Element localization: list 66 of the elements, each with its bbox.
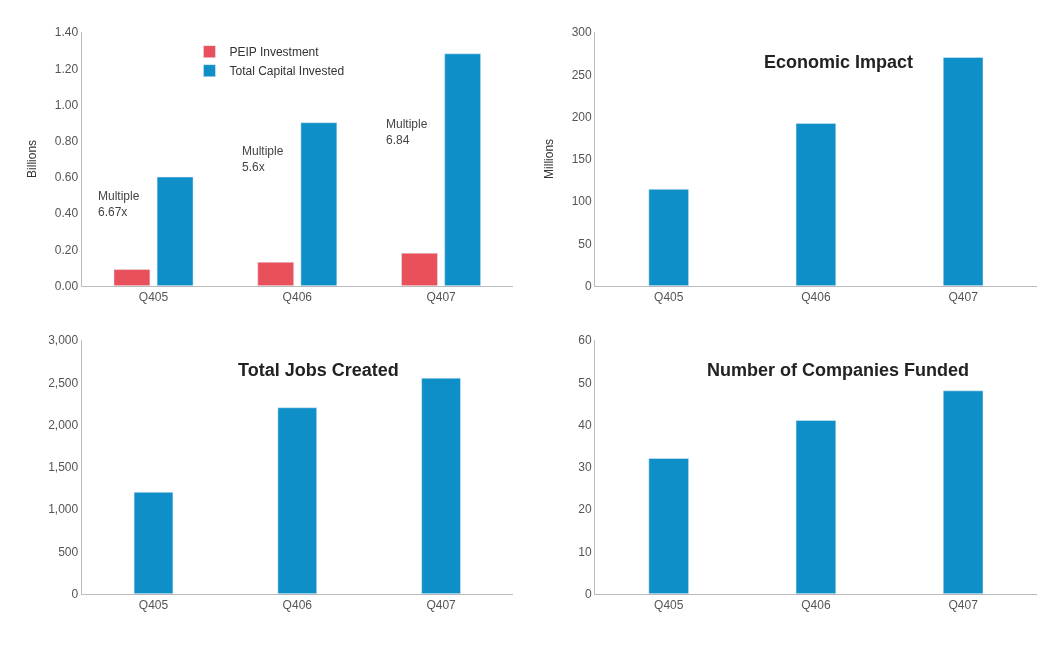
bar xyxy=(795,123,837,286)
x-tick-label: Q407 xyxy=(948,290,979,305)
x-tick-label: Q406 xyxy=(282,598,313,613)
x-tick-label: Q407 xyxy=(948,598,979,613)
x-tick-label: Q405 xyxy=(138,598,169,613)
y-tick-label: 60 xyxy=(578,333,593,348)
y-tick-label: 50 xyxy=(578,236,593,251)
y-tick-label: 300 xyxy=(571,25,593,40)
bar xyxy=(648,458,689,594)
y-tick-label: 150 xyxy=(571,152,593,167)
legend-label: PEIP Investment xyxy=(229,45,320,60)
bar xyxy=(257,261,294,286)
x-tick-label: Q407 xyxy=(426,598,457,613)
bar xyxy=(156,176,194,286)
annotation: Multiple 5.6x xyxy=(242,144,284,174)
x-tick-label: Q406 xyxy=(801,290,831,305)
y-tick-label: 1,500 xyxy=(48,460,79,475)
annotation: Multiple 6.84 xyxy=(386,117,428,147)
legend-label: Total Capital Invested xyxy=(229,64,345,79)
bar xyxy=(113,269,151,286)
x-tick-label: Q405 xyxy=(138,290,169,305)
y-tick-label: 3,000 xyxy=(48,333,79,348)
bar xyxy=(943,57,984,286)
y-tick-label: 0.80 xyxy=(54,134,79,148)
y-tick-label: 50 xyxy=(578,375,593,390)
y-tick-label: 1.40 xyxy=(54,25,79,40)
bar xyxy=(943,390,984,594)
bar xyxy=(648,189,689,286)
y-tick-label: 250 xyxy=(571,67,593,82)
bar xyxy=(444,53,481,286)
bar xyxy=(421,377,461,594)
y-tick-label: 500 xyxy=(58,544,79,559)
x-tick-label: Q407 xyxy=(426,290,457,305)
text: Number of Companies Funded xyxy=(707,360,970,380)
y-tick-label: 1.20 xyxy=(54,61,79,76)
bar xyxy=(795,420,837,594)
x-tick-label: Q405 xyxy=(654,290,684,305)
y-tick-label: 10 xyxy=(578,544,593,559)
y-tick-label: 40 xyxy=(578,417,593,432)
x-tick-label: Q406 xyxy=(801,598,831,613)
y-tick-label: 0.40 xyxy=(54,206,79,221)
x-tick-label: Q406 xyxy=(282,290,313,305)
bar xyxy=(277,407,317,594)
y-axis-title: Billions xyxy=(25,139,40,178)
y-axis-title: Millions xyxy=(541,138,556,179)
y-tick-label: 0.00 xyxy=(54,278,79,293)
bar xyxy=(401,252,438,286)
text: Economic Impact xyxy=(764,52,914,72)
y-tick-label: 2,500 xyxy=(48,375,79,390)
text: Total Jobs Created xyxy=(238,360,399,380)
annotation: Multiple 6.67x xyxy=(98,189,140,219)
y-tick-label: 1,000 xyxy=(48,502,79,517)
y-tick-label: 100 xyxy=(571,194,593,209)
y-tick-label: 0.20 xyxy=(54,242,79,257)
y-tick-label: 1.00 xyxy=(54,97,79,112)
y-tick-label: 0.60 xyxy=(54,170,79,185)
x-tick-label: Q405 xyxy=(654,598,684,613)
y-tick-label: 30 xyxy=(578,460,593,475)
y-tick-label: 2,000 xyxy=(48,417,79,432)
y-tick-label: 200 xyxy=(571,109,593,124)
y-tick-label: 0 xyxy=(585,587,593,601)
bar xyxy=(300,122,338,286)
y-tick-label: 0 xyxy=(71,587,79,601)
bar xyxy=(133,492,174,594)
y-tick-label: 0 xyxy=(585,278,593,293)
y-tick-label: 20 xyxy=(578,502,593,517)
